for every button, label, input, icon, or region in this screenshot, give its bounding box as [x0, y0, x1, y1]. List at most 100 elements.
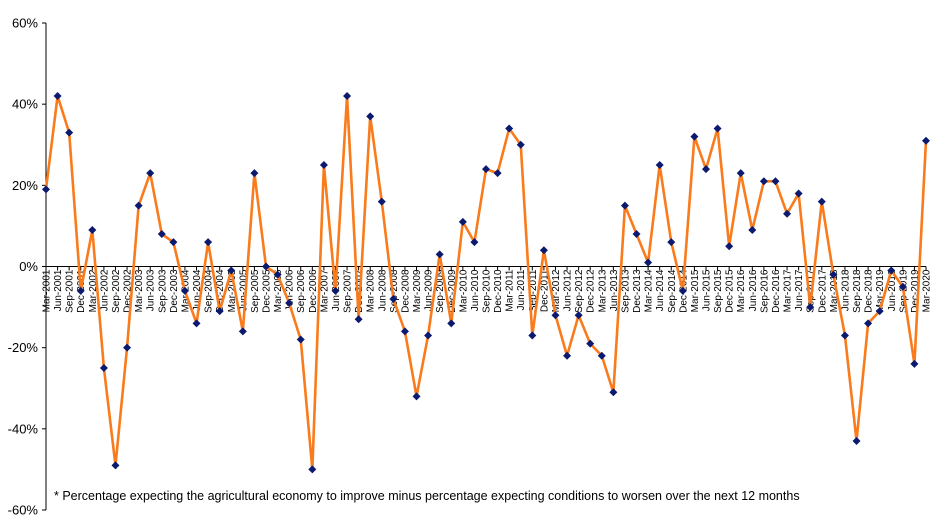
data-point [690, 132, 699, 141]
data-point [412, 392, 421, 401]
x-tick-label: Sep-2005 [250, 269, 261, 313]
x-tick-label: Jun-2011 [516, 269, 527, 310]
data-point [192, 319, 201, 328]
x-tick-label: Mar-2012 [551, 269, 562, 312]
x-tick-label: Dec-2016 [771, 269, 782, 313]
x-tick-label: Jun-2003 [146, 269, 157, 311]
data-point [377, 197, 386, 206]
x-tick-label: Jun-2005 [238, 269, 249, 311]
data-point [829, 270, 838, 279]
data-point [563, 351, 572, 360]
x-tick-label: Dec-2010 [493, 269, 504, 313]
x-tick-label: Sep-2008 [389, 269, 400, 313]
x-tick-label: Sep-2018 [852, 269, 863, 313]
data-point [898, 282, 907, 291]
x-tick-label: Jun-2009 [424, 269, 435, 311]
data-point [910, 359, 919, 368]
data-point [609, 388, 618, 397]
data-point [250, 169, 259, 178]
x-tick-label: Dec-2015 [725, 269, 736, 313]
data-point [76, 286, 85, 295]
data-point [111, 461, 120, 470]
data-point [713, 124, 722, 133]
data-point [516, 140, 525, 149]
x-tick-label: Mar-2002 [88, 269, 99, 312]
data-point [539, 246, 548, 255]
data-point [875, 307, 884, 316]
y-axis: 60% 40% 20% 0% -20% -40% -60% [8, 16, 47, 518]
data-point [366, 112, 375, 121]
y-tick-label: 60% [12, 16, 38, 31]
data-point [551, 311, 560, 320]
data-point [644, 258, 653, 267]
x-tick-label: Sep-2002 [111, 269, 122, 313]
data-point [528, 331, 537, 340]
x-tick-label: Jun-2019 [887, 269, 898, 311]
x-tick-label: Jun-2001 [53, 269, 64, 311]
data-point [42, 185, 50, 194]
x-axis: Mar-2001Jun-2001Sep-2001Dec-2001Mar-2002… [42, 266, 933, 313]
data-point [852, 437, 861, 446]
data-point [296, 335, 305, 344]
data-point [123, 343, 132, 352]
x-tick-label: Mar-2006 [273, 269, 284, 312]
data-point [794, 189, 803, 198]
x-tick-label: Sep-2013 [620, 269, 631, 313]
y-tick-label: 20% [12, 178, 38, 193]
x-tick-label: Jun-2006 [285, 269, 296, 311]
data-point [736, 169, 745, 178]
data-point [215, 307, 224, 316]
y-tick-label: -60% [8, 503, 39, 518]
x-tick-label: Sep-2006 [296, 269, 307, 313]
x-tick-label: Jun-2002 [99, 269, 110, 311]
data-point [667, 238, 676, 247]
x-tick-label: Jun-2004 [192, 269, 203, 311]
x-tick-label: Sep-2015 [713, 269, 724, 313]
y-tick-label: -20% [8, 340, 39, 355]
data-point [262, 262, 270, 271]
y-tick-label: 40% [12, 97, 38, 112]
data-point [400, 327, 409, 336]
data-point [620, 201, 629, 210]
x-tick-label: Mar-2017 [783, 269, 794, 312]
x-tick-label: Mar-2008 [366, 269, 377, 312]
data-point [864, 319, 873, 328]
data-point [922, 136, 930, 145]
x-tick-label: Dec-2002 [123, 269, 134, 313]
y-tick-label: 0% [19, 259, 38, 274]
x-tick-label: Jun-2018 [840, 269, 851, 311]
x-tick-label: Dec-2013 [632, 269, 643, 313]
data-point [493, 169, 502, 178]
x-tick-label: Sep-2009 [435, 269, 446, 313]
data-point [65, 128, 74, 137]
x-tick-label: Dec-2006 [308, 269, 319, 313]
data-point [435, 250, 444, 259]
data-point [586, 339, 595, 348]
x-tick-label: Jun-2015 [702, 269, 713, 311]
x-tick-label: Dec-2017 [817, 269, 828, 313]
data-point [169, 238, 178, 247]
data-point [354, 315, 363, 324]
data-point [783, 209, 792, 218]
data-point [771, 177, 780, 186]
x-tick-label: Jun-2008 [377, 269, 388, 311]
y-tick-label: -40% [8, 421, 39, 436]
data-point [702, 165, 710, 174]
x-tick-label: Sep-2010 [482, 269, 493, 313]
data-point [632, 230, 641, 239]
data-point [308, 465, 317, 474]
data-point [817, 197, 826, 206]
x-tick-label: Mar-2009 [412, 269, 423, 312]
x-tick-label: Mar-2018 [829, 269, 840, 312]
data-point [389, 294, 398, 303]
x-tick-label: Mar-2005 [227, 269, 238, 312]
data-point [343, 92, 352, 101]
data-point [655, 161, 664, 170]
x-tick-label: Jun-2016 [748, 269, 759, 311]
data-point [319, 161, 328, 170]
x-tick-label: Sep-2011 [528, 269, 539, 312]
data-point [53, 92, 62, 101]
x-tick-label: Mar-2003 [134, 269, 145, 312]
data-point [840, 331, 849, 340]
